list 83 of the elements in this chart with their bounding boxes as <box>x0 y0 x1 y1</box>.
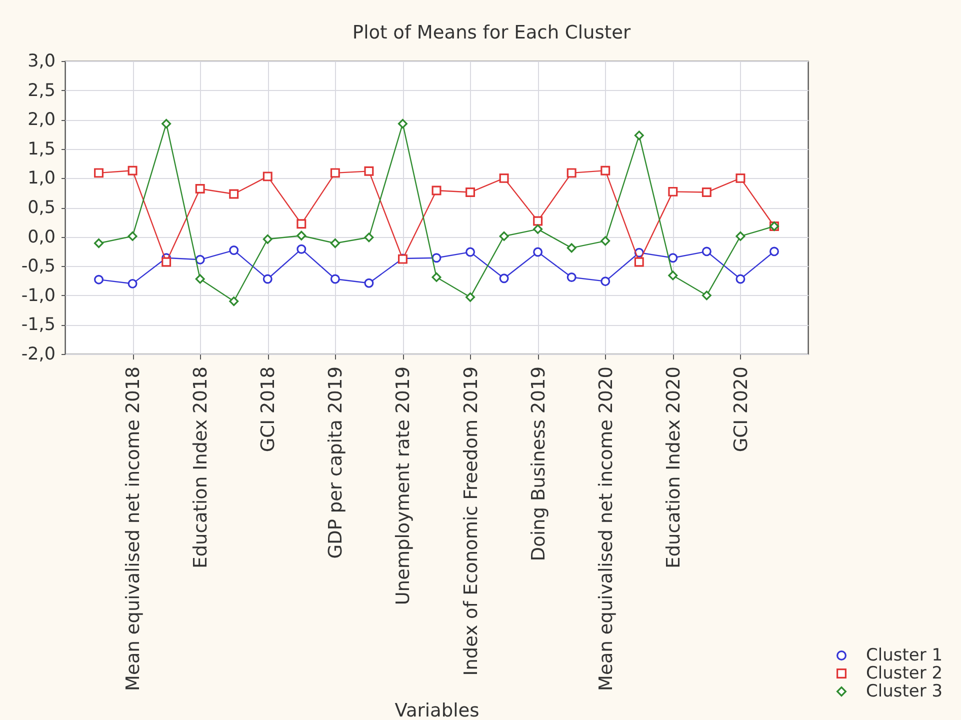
point <box>364 232 374 242</box>
y-tick-label: 1,0 <box>28 168 56 189</box>
point <box>296 244 306 254</box>
point <box>262 172 272 182</box>
point <box>262 234 272 244</box>
x-tick-label: Mean equivalised net income 2020 <box>596 366 617 691</box>
point <box>499 231 509 241</box>
y-tick-label: -1,0 <box>21 286 56 306</box>
point <box>600 166 610 176</box>
point <box>432 186 442 196</box>
x-tick-label: GDP per capita 2019 <box>326 366 347 559</box>
point <box>600 276 610 286</box>
point <box>330 238 340 248</box>
y-tick-label: 0,0 <box>28 227 56 248</box>
point <box>499 274 509 284</box>
point <box>668 253 678 263</box>
point <box>600 236 610 246</box>
point <box>566 272 576 282</box>
point <box>634 257 644 267</box>
point <box>195 184 205 194</box>
point <box>296 219 306 229</box>
point <box>736 173 746 183</box>
point <box>195 254 205 264</box>
chart-title: Plot of Means for Each Cluster <box>352 22 631 44</box>
point <box>668 186 678 196</box>
point <box>466 292 476 302</box>
y-tick-label: -2,0 <box>21 344 56 364</box>
y-tick-label: -1,5 <box>21 315 56 336</box>
point <box>668 270 678 280</box>
legend-label: Cluster 2 <box>866 664 943 684</box>
point <box>432 272 442 282</box>
point <box>94 238 104 248</box>
point <box>128 231 138 241</box>
point <box>432 253 442 263</box>
point <box>262 274 272 284</box>
point <box>162 257 172 267</box>
x-tick-label: Education Index 2018 <box>190 366 212 568</box>
point <box>702 188 712 197</box>
x-tick-label: Index of Economic Freedom 2019 <box>460 366 482 676</box>
y-tick-label: 3,0 <box>28 52 56 72</box>
y-tick-label: 1,5 <box>28 139 56 160</box>
x-axis-title: Variables <box>394 700 480 720</box>
point <box>229 246 239 256</box>
point <box>466 247 476 257</box>
point <box>128 278 138 288</box>
point <box>94 274 104 284</box>
point <box>128 166 138 176</box>
point <box>364 166 374 176</box>
x-tick-label: Education Index 2020 <box>663 366 684 568</box>
point <box>769 246 779 256</box>
legend-label: Cluster 1 <box>866 646 943 666</box>
x-tick-label: Unemployment rate 2019 <box>393 366 414 606</box>
legend-label: Cluster 3 <box>866 682 943 702</box>
point <box>229 296 239 306</box>
point <box>466 188 476 197</box>
y-tick-label: 0,5 <box>28 198 56 218</box>
x-tick-label: Mean equivalised net income 2018 <box>123 366 144 691</box>
y-tick-label: 2,5 <box>28 80 56 101</box>
point <box>499 173 509 183</box>
point <box>533 247 543 257</box>
point <box>533 216 543 226</box>
point <box>398 118 408 128</box>
point <box>736 231 746 241</box>
point <box>330 168 340 178</box>
x-tick-label: Doing Business 2019 <box>528 366 550 562</box>
point <box>94 168 104 178</box>
point <box>229 189 239 199</box>
point <box>533 224 543 234</box>
y-tick-label: -0,5 <box>21 256 56 277</box>
point <box>702 290 712 300</box>
point <box>162 118 172 128</box>
point <box>296 230 306 240</box>
point <box>736 274 746 284</box>
point <box>330 274 340 284</box>
point <box>364 278 374 288</box>
point <box>566 168 576 178</box>
y-tick-label: 2,0 <box>28 110 56 130</box>
point <box>195 274 205 284</box>
point <box>566 243 576 253</box>
point <box>702 246 712 256</box>
x-tick-label: GCI 2018 <box>258 366 280 452</box>
x-tick-label: GCI 2020 <box>730 366 752 452</box>
point <box>634 130 644 140</box>
